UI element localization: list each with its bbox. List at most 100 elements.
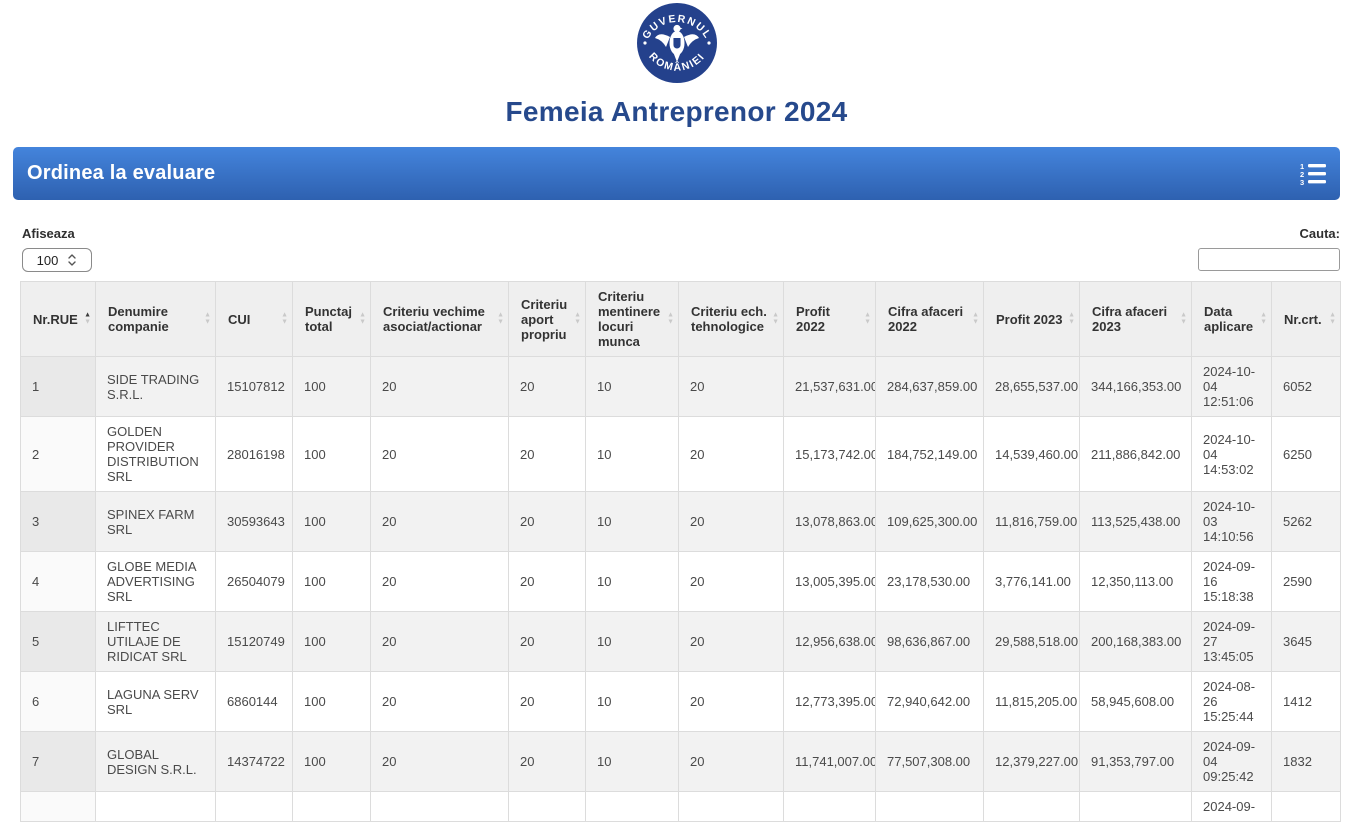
cell-criteriu_vechime: 20 (370, 731, 509, 792)
cell-data_aplicare: 2024-09-16 15:18:38 (1191, 551, 1272, 612)
cell-data_aplicare: 2024-09-27 13:45:05 (1191, 611, 1272, 672)
cell-nr_crt: 6052 (1271, 356, 1341, 417)
cell-criteriu_aport: 20 (508, 551, 586, 612)
cell-nr_crt: 6250 (1271, 416, 1341, 492)
cell-cui: 15107812 (215, 356, 293, 417)
column-header-data_aplicare[interactable]: Data aplicare ▲ ▼ (1191, 281, 1272, 357)
cell-punctaj_total: 100 (292, 416, 371, 492)
column-header-nr_rue[interactable]: Nr.RUE ▲ ▼ (20, 281, 96, 357)
search-label: Cauta: (1299, 226, 1340, 241)
column-header-denumire_companie[interactable]: Denumire companie ▲ ▼ (95, 281, 216, 357)
cell-cifra_afaceri_2022 (875, 791, 984, 822)
eagle-coat-of-arms-icon (654, 24, 699, 62)
column-header-label: Criteriu ech. tehnologice (691, 304, 767, 334)
cell-cifra_afaceri_2022: 77,507,308.00 (875, 731, 984, 792)
column-header-criteriu_aport[interactable]: Criteriu aport propriu ▲ ▼ (508, 281, 586, 357)
page-length-select[interactable]: 100 (22, 248, 92, 272)
cell-denumire_companie: LIFTTEC UTILAJE DE RIDICAT SRL (95, 611, 216, 672)
column-header-profit_2022[interactable]: Profit 2022 ▲ ▼ (783, 281, 876, 357)
cell-nr_crt: 1832 (1271, 731, 1341, 792)
cell-cifra_afaceri_2023: 211,886,842.00 (1079, 416, 1192, 492)
cell-profit_2022: 15,173,742.00 (783, 416, 876, 492)
column-header-criteriu_ech[interactable]: Criteriu ech. tehnologice ▲ ▼ (678, 281, 784, 357)
sort-icon: ▲ ▼ (1180, 311, 1187, 325)
cell-punctaj_total (292, 791, 371, 822)
cell-nr_rue: 1 (20, 356, 96, 417)
cell-data_aplicare: 2024-09- (1191, 791, 1272, 822)
cell-denumire_companie: LAGUNA SERV SRL (95, 671, 216, 732)
cell-denumire_companie (95, 791, 216, 822)
cell-criteriu_vechime: 20 (370, 356, 509, 417)
column-header-label: Criteriu vechime asociat/actionar (383, 304, 485, 334)
cell-denumire_companie: SIDE TRADING S.R.L. (95, 356, 216, 417)
cell-data_aplicare: 2024-10-04 14:53:02 (1191, 416, 1272, 492)
page-title: Femeia Antreprenor 2024 (505, 96, 848, 127)
results-table: Nr.RUE ▲ ▼ Denumire companie ▲ ▼ CUI ▲ ▼ Punctaj … (20, 281, 1341, 822)
column-header-cui[interactable]: CUI ▲ ▼ (215, 281, 293, 357)
table-body: 1 SIDE TRADING S.R.L. 15107812 100 20 20 10 20 2… (20, 356, 1341, 822)
table-row: 2 GOLDEN PROVIDER DISTRIBUTION SRL 2801619… (20, 416, 1341, 492)
svg-text:3: 3 (1300, 178, 1304, 185)
cell-criteriu_vechime (370, 791, 509, 822)
cell-cifra_afaceri_2022: 72,940,642.00 (875, 671, 984, 732)
cell-punctaj_total: 100 (292, 731, 371, 792)
table-row: 3 SPINEX FARM SRL 30593643 100 20 20 10 20 13,07… (20, 491, 1341, 552)
cell-criteriu_ech: 20 (678, 491, 784, 552)
search-input[interactable] (1198, 248, 1340, 271)
cell-cui: 28016198 (215, 416, 293, 492)
column-header-cifra_afaceri_2022[interactable]: Cifra afaceri 2022 ▲ ▼ (875, 281, 984, 357)
column-header-nr_crt[interactable]: Nr.crt. ▲ ▼ (1271, 281, 1341, 357)
cell-nr_crt: 3645 (1271, 611, 1341, 672)
results-table-container: Nr.RUE ▲ ▼ Denumire companie ▲ ▼ CUI ▲ ▼ Punctaj … (20, 281, 1341, 822)
cell-profit_2023: 11,815,205.00 (983, 671, 1080, 732)
guvernul-romaniei-logo: GUVERNUL ROMÂNIEI (636, 3, 717, 83)
table-row: 4 GLOBE MEDIA ADVERTISING SRL 26504079 100 2… (20, 551, 1341, 612)
cell-cui: 15120749 (215, 611, 293, 672)
table-header-row: Nr.RUE ▲ ▼ Denumire companie ▲ ▼ CUI ▲ ▼ Punctaj … (20, 281, 1341, 357)
cell-criteriu_mentinere: 10 (585, 551, 679, 612)
cell-cifra_afaceri_2023: 58,945,608.00 (1079, 671, 1192, 732)
page-length-value: 100 (36, 252, 59, 268)
sort-icon: ▲ ▼ (574, 311, 581, 325)
cell-criteriu_aport: 20 (508, 416, 586, 492)
cell-cifra_afaceri_2022: 284,637,859.00 (875, 356, 984, 417)
column-header-criteriu_vechime[interactable]: Criteriu vechime asociat/actionar ▲ ▼ (370, 281, 509, 357)
cell-nr_rue: 7 (20, 731, 96, 792)
column-header-profit_2023[interactable]: Profit 2023 ▲ ▼ (983, 281, 1080, 357)
table-row: 1 SIDE TRADING S.R.L. 15107812 100 20 20 10 20 2… (20, 356, 1341, 417)
cell-punctaj_total: 100 (292, 356, 371, 417)
column-header-label: Profit 2022 (796, 304, 830, 334)
sort-icon: ▲ ▼ (1068, 311, 1075, 325)
cell-denumire_companie: GOLDEN PROVIDER DISTRIBUTION SRL (95, 416, 216, 492)
cell-punctaj_total: 100 (292, 671, 371, 732)
cell-criteriu_vechime: 20 (370, 551, 509, 612)
cell-cifra_afaceri_2023 (1079, 791, 1192, 822)
column-header-punctaj_total[interactable]: Punctaj total ▲ ▼ (292, 281, 371, 357)
cell-criteriu_mentinere (585, 791, 679, 822)
cell-profit_2022: 12,956,638.00 (783, 611, 876, 672)
cell-cifra_afaceri_2023: 344,166,353.00 (1079, 356, 1192, 417)
cell-criteriu_mentinere: 10 (585, 671, 679, 732)
cell-nr_rue (20, 791, 96, 822)
cell-criteriu_aport: 20 (508, 356, 586, 417)
cell-profit_2022: 12,773,395.00 (783, 671, 876, 732)
column-header-cifra_afaceri_2023[interactable]: Cifra afaceri 2023 ▲ ▼ (1079, 281, 1192, 357)
cell-cifra_afaceri_2022: 23,178,530.00 (875, 551, 984, 612)
cell-profit_2022: 13,005,395.00 (783, 551, 876, 612)
cell-denumire_companie: GLOBE MEDIA ADVERTISING SRL (95, 551, 216, 612)
cell-criteriu_ech: 20 (678, 671, 784, 732)
table-row: 6 LAGUNA SERV SRL 6860144 100 20 20 10 20 12,773… (20, 671, 1341, 732)
ordered-list-icon[interactable]: 1 2 3 (1300, 162, 1326, 185)
cell-profit_2023: 12,379,227.00 (983, 731, 1080, 792)
cell-cui: 6860144 (215, 671, 293, 732)
column-header-criteriu_mentinere[interactable]: Criteriu mentinere locuri munca ▲ ▼ (585, 281, 679, 357)
cell-cifra_afaceri_2023: 200,168,383.00 (1079, 611, 1192, 672)
cell-criteriu_vechime: 20 (370, 416, 509, 492)
cell-criteriu_aport (508, 791, 586, 822)
column-header-label: Punctaj total (305, 304, 352, 334)
column-header-label: Criteriu mentinere locuri munca (598, 289, 661, 349)
cell-criteriu_vechime: 20 (370, 491, 509, 552)
cell-nr_crt: 2590 (1271, 551, 1341, 612)
column-header-label: Nr.crt. (1284, 311, 1322, 327)
cell-criteriu_mentinere: 10 (585, 356, 679, 417)
